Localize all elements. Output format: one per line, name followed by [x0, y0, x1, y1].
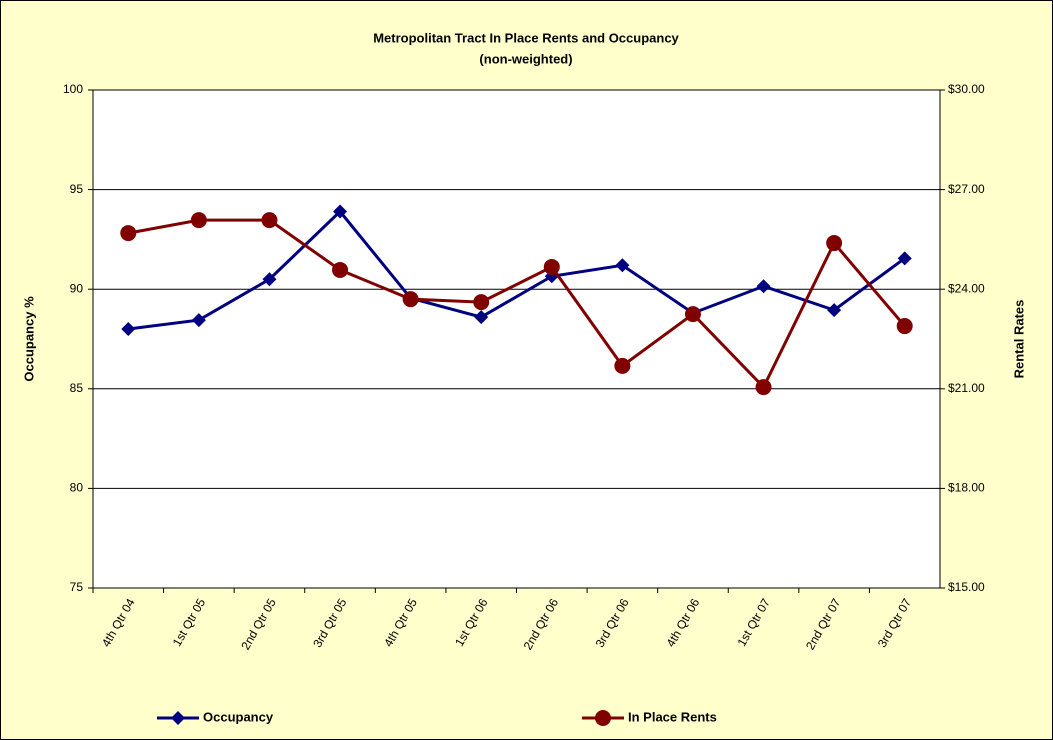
data-point — [755, 379, 772, 396]
data-point — [474, 310, 489, 325]
y-tick-label: 80 — [70, 481, 84, 495]
data-point — [473, 294, 490, 311]
data-point — [191, 313, 206, 328]
y2-tick-label: $21.00 — [948, 381, 985, 395]
data-point — [615, 258, 630, 273]
chart-title: Metropolitan Tract In Place Rents and Oc… — [373, 30, 679, 45]
y2-tick-label: $27.00 — [948, 182, 985, 196]
data-point — [121, 322, 136, 337]
y2-axis-label: Rental Rates — [1011, 300, 1026, 379]
y2-tick-label: $18.00 — [948, 481, 985, 495]
data-point — [827, 303, 842, 318]
data-point — [756, 279, 771, 294]
data-point — [120, 225, 137, 242]
data-point — [897, 251, 912, 266]
y-tick-label: 75 — [70, 580, 84, 594]
legend-marker — [171, 711, 185, 725]
y-tick-label: 85 — [70, 381, 84, 395]
data-point — [614, 357, 631, 374]
data-point — [896, 318, 913, 335]
y2-tick-label: $24.00 — [948, 281, 985, 295]
y2-tick-label: $30.00 — [948, 82, 985, 96]
data-point — [190, 212, 207, 229]
legend-marker — [595, 710, 611, 726]
data-point — [543, 258, 560, 275]
y-axis-label: Occupancy % — [21, 296, 36, 382]
y-tick-label: 95 — [70, 182, 84, 196]
series-line — [128, 209, 906, 331]
series-line — [128, 218, 906, 390]
data-point — [826, 235, 843, 252]
legend-label: In Place Rents — [628, 709, 717, 724]
data-point — [261, 212, 278, 229]
legend-label: Occupancy — [203, 709, 274, 724]
y-tick-label: 100 — [63, 82, 83, 96]
data-point — [262, 272, 277, 287]
data-point — [402, 291, 419, 308]
y2-tick-label: $15.00 — [948, 580, 985, 594]
data-point — [333, 204, 348, 219]
chart-subtitle: (non-weighted) — [479, 51, 572, 66]
plot-area — [92, 89, 941, 589]
data-point — [684, 306, 701, 323]
y-tick-label: 90 — [70, 281, 84, 295]
data-point — [332, 261, 349, 278]
